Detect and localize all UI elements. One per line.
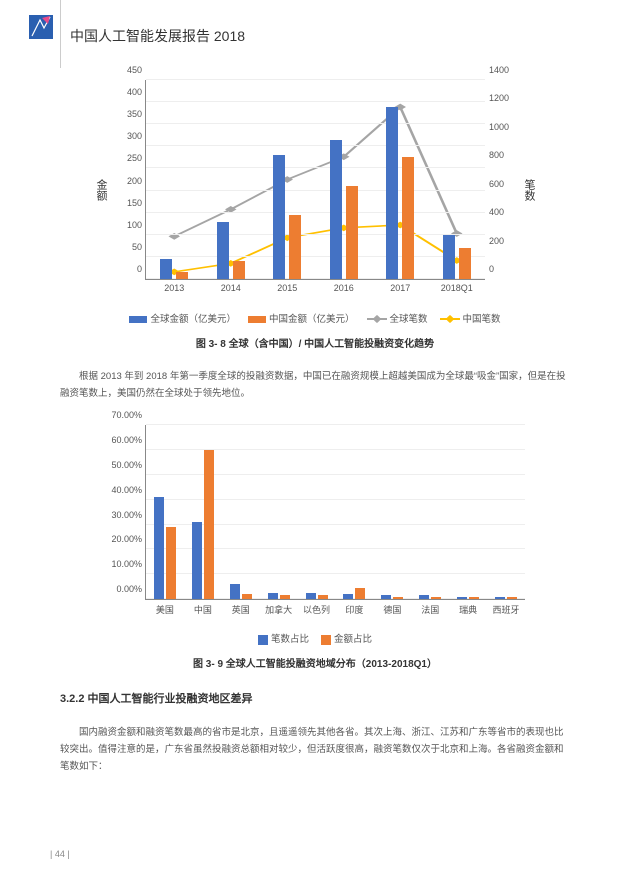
bar-count <box>230 584 240 599</box>
ytick: 20.00% <box>111 534 142 544</box>
bar-global <box>330 140 342 279</box>
chart2-legend: 笔数占比金额占比 <box>60 631 570 645</box>
legend-item: 中国笔数 <box>440 311 501 325</box>
xtick: 2016 <box>334 283 354 293</box>
ytick-right: 600 <box>489 179 504 189</box>
xtick: 美国 <box>156 603 174 616</box>
ytick-left: 100 <box>127 220 142 230</box>
ytick-left: 350 <box>127 109 142 119</box>
legend-item: 全球笔数 <box>367 311 428 325</box>
bar-count <box>343 594 353 599</box>
ytick-left: 450 <box>127 65 142 75</box>
bar-global <box>217 222 229 279</box>
xtick: 2018Q1 <box>441 283 473 293</box>
section-heading: 3.2.2 中国人工智能行业投融资地区差异 <box>60 690 570 706</box>
bar-china <box>176 272 188 279</box>
legend-item: 笔数占比 <box>258 631 309 645</box>
ytick-left: 250 <box>127 153 142 163</box>
paragraph-1: 根据 2013 年到 2018 年第一季度全球的投融资数据，中国已在融资规模上超… <box>60 368 570 402</box>
ytick-left: 400 <box>127 87 142 97</box>
bar-amount <box>318 595 328 599</box>
xtick: 2014 <box>221 283 241 293</box>
bar-amount <box>469 597 479 599</box>
xtick: 瑞典 <box>459 603 477 616</box>
xtick: 加拿大 <box>265 603 292 616</box>
ytick-right: 1400 <box>489 65 509 75</box>
ytick: 70.00% <box>111 410 142 420</box>
bar-count <box>457 597 467 599</box>
paragraph-2: 国内融资金额和融资笔数最高的省市是北京，且遥遥领先其他各省。其次上海、浙江、江苏… <box>60 724 570 775</box>
bar-china <box>346 186 358 279</box>
ytick-right: 1000 <box>489 122 509 132</box>
ytick-left: 200 <box>127 176 142 186</box>
cistp-logo <box>28 14 54 40</box>
xtick: 中国 <box>194 603 212 616</box>
bar-amount <box>280 595 290 599</box>
xtick: 英国 <box>232 603 250 616</box>
ytick-left: 0 <box>137 264 142 274</box>
bar-amount <box>204 450 214 599</box>
xtick: 2017 <box>390 283 410 293</box>
bar-amount <box>242 594 252 599</box>
xtick: 2015 <box>277 283 297 293</box>
bar-global <box>160 259 172 279</box>
chart1-legend: 全球金额（亿美元） 中国金额（亿美元） 全球笔数中国笔数 <box>60 311 570 325</box>
ytick-left: 300 <box>127 131 142 141</box>
chart-3-8: 金额 笔数 0501001502002503003504004500200400… <box>60 75 570 350</box>
legend-item: 中国金额（亿美元） <box>248 311 355 325</box>
ytick: 40.00% <box>111 485 142 495</box>
bar-amount <box>431 597 441 599</box>
page-number: | 44 | <box>50 849 70 859</box>
ytick-left: 50 <box>132 242 142 252</box>
bar-china <box>402 157 414 279</box>
bar-china <box>289 215 301 279</box>
xtick: 法国 <box>421 603 439 616</box>
chart2-caption: 图 3- 9 全球人工智能投融资地域分布（2013-2018Q1） <box>60 655 570 670</box>
ytick-left: 150 <box>127 198 142 208</box>
ytick: 10.00% <box>111 559 142 569</box>
ytick-right: 800 <box>489 150 504 160</box>
bar-count <box>154 497 164 599</box>
legend-item: 金额占比 <box>321 631 372 645</box>
bar-global <box>386 107 398 279</box>
bar-global <box>443 235 455 279</box>
ytick: 60.00% <box>111 435 142 445</box>
bar-count <box>495 597 505 599</box>
ytick-right: 200 <box>489 236 504 246</box>
ytick: 0.00% <box>116 584 142 594</box>
bar-count <box>419 595 429 599</box>
ytick: 30.00% <box>111 510 142 520</box>
chart2-plot: 0.00%10.00%20.00%30.00%40.00%50.00%60.00… <box>145 425 525 600</box>
chart1-plot: 0501001502002503003504004500200400600800… <box>145 80 485 280</box>
page-title: 中国人工智能发展报告 2018 <box>70 26 245 46</box>
page: 中国人工智能发展报告 2018 金额 笔数 050100150200250300… <box>0 0 620 877</box>
bar-amount <box>166 527 176 599</box>
bar-amount <box>507 597 517 599</box>
ytick-right: 1200 <box>489 93 509 103</box>
xtick: 印度 <box>345 603 363 616</box>
chart-3-9: 0.00% 10.00% 20.00% 30.00% 40.00% 50.00% 60.00… <box>60 420 570 670</box>
bar-amount <box>355 588 365 599</box>
bar-count <box>306 593 316 599</box>
ytick-right: 400 <box>489 207 504 217</box>
ytick-right: 0 <box>489 264 494 274</box>
bar-count <box>192 522 202 599</box>
xtick: 2013 <box>164 283 184 293</box>
y-left-label: 金额 <box>93 179 109 201</box>
ytick: 50.00% <box>111 460 142 470</box>
bar-china <box>233 261 245 279</box>
legend-item: 全球金额（亿美元） <box>129 311 236 325</box>
xtick: 以色列 <box>303 603 330 616</box>
xtick: 西班牙 <box>493 603 520 616</box>
bar-china <box>459 248 471 279</box>
chart1-caption: 图 3- 8 全球（含中国）/ 中国人工智能投融资变化趋势 <box>60 335 570 350</box>
bar-count <box>381 595 391 599</box>
bar-count <box>268 593 278 599</box>
bar-global <box>273 155 285 279</box>
bar-amount <box>393 597 403 599</box>
xtick: 德国 <box>383 603 401 616</box>
header-rule <box>60 0 61 68</box>
y-right-label: 笔数 <box>521 179 537 201</box>
